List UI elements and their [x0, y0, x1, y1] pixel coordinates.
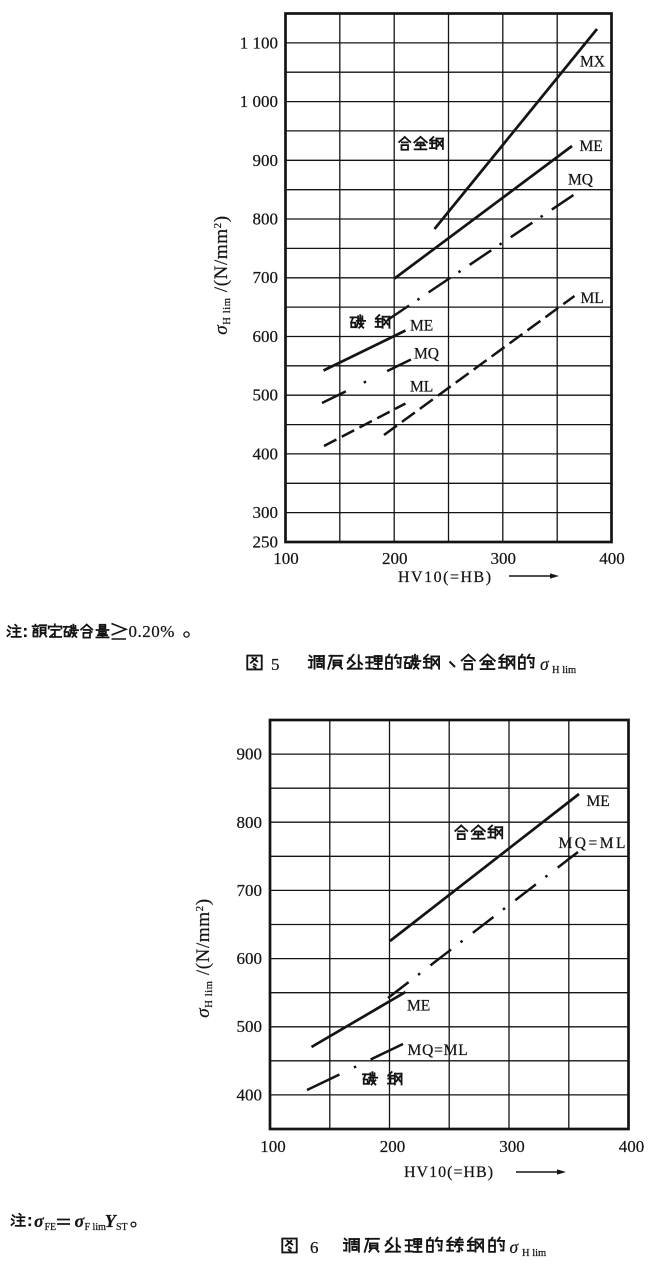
svg-text:FE: FE	[45, 1222, 57, 1233]
svg-text:500: 500	[253, 386, 279, 405]
svg-text:800: 800	[237, 813, 263, 832]
svg-text:ME: ME	[580, 138, 603, 155]
svg-text:H lim: H lim	[522, 1248, 546, 1259]
svg-text:300: 300	[499, 1137, 525, 1156]
svg-text:σ: σ	[34, 1211, 45, 1231]
svg-text:MQ: MQ	[568, 172, 593, 189]
svg-text:HV10(=HB): HV10(=HB)	[398, 569, 493, 586]
svg-text:0.20%: 0.20%	[129, 622, 175, 641]
svg-text:800: 800	[253, 210, 279, 229]
svg-text:ML: ML	[410, 379, 433, 396]
svg-text:Y: Y	[105, 1211, 118, 1231]
svg-text:ME: ME	[587, 793, 610, 810]
svg-text:σH lim /(N/mm2): σH lim /(N/mm2)	[211, 215, 233, 334]
svg-text:ML: ML	[581, 290, 604, 307]
svg-text:ME: ME	[410, 318, 433, 335]
svg-text:250: 250	[253, 533, 279, 552]
svg-text:200: 200	[380, 1137, 406, 1156]
svg-text:100: 100	[273, 549, 299, 568]
svg-text:ME: ME	[407, 998, 430, 1015]
svg-text:300: 300	[253, 503, 279, 522]
svg-text:σ: σ	[75, 1211, 86, 1231]
svg-text:500: 500	[237, 1017, 263, 1036]
svg-text:100: 100	[260, 1137, 286, 1156]
svg-text:H lim: H lim	[552, 665, 576, 676]
svg-text:600: 600	[253, 327, 279, 346]
svg-text:200: 200	[382, 549, 408, 568]
svg-text:1 000: 1 000	[240, 92, 278, 111]
svg-text:MX: MX	[580, 54, 605, 71]
svg-text:400: 400	[599, 549, 625, 568]
svg-text:MQ: MQ	[414, 346, 439, 363]
svg-text:F lim: F lim	[85, 1222, 107, 1233]
svg-text:σ: σ	[510, 1237, 520, 1257]
svg-text:HV10(=HB): HV10(=HB)	[404, 1164, 494, 1181]
svg-text:σ: σ	[540, 654, 550, 674]
svg-text:600: 600	[237, 949, 263, 968]
svg-text:400: 400	[253, 444, 279, 463]
svg-text:400: 400	[237, 1085, 263, 1104]
svg-text:700: 700	[253, 268, 279, 287]
svg-text:300: 300	[491, 549, 517, 568]
svg-text:700: 700	[237, 881, 263, 900]
svg-text:MQ=ML: MQ=ML	[559, 835, 628, 852]
svg-text:MQ=ML: MQ=ML	[408, 1042, 469, 1059]
svg-text:900: 900	[237, 745, 263, 764]
svg-text:5: 5	[271, 655, 280, 674]
svg-text:400: 400	[619, 1137, 645, 1156]
svg-text:1 100: 1 100	[240, 33, 278, 52]
svg-text:900: 900	[253, 151, 279, 170]
svg-text:σH lim /(N/mm2): σH lim /(N/mm2)	[193, 898, 215, 1017]
svg-text:6: 6	[310, 1238, 319, 1257]
svg-text:ST: ST	[116, 1222, 128, 1233]
